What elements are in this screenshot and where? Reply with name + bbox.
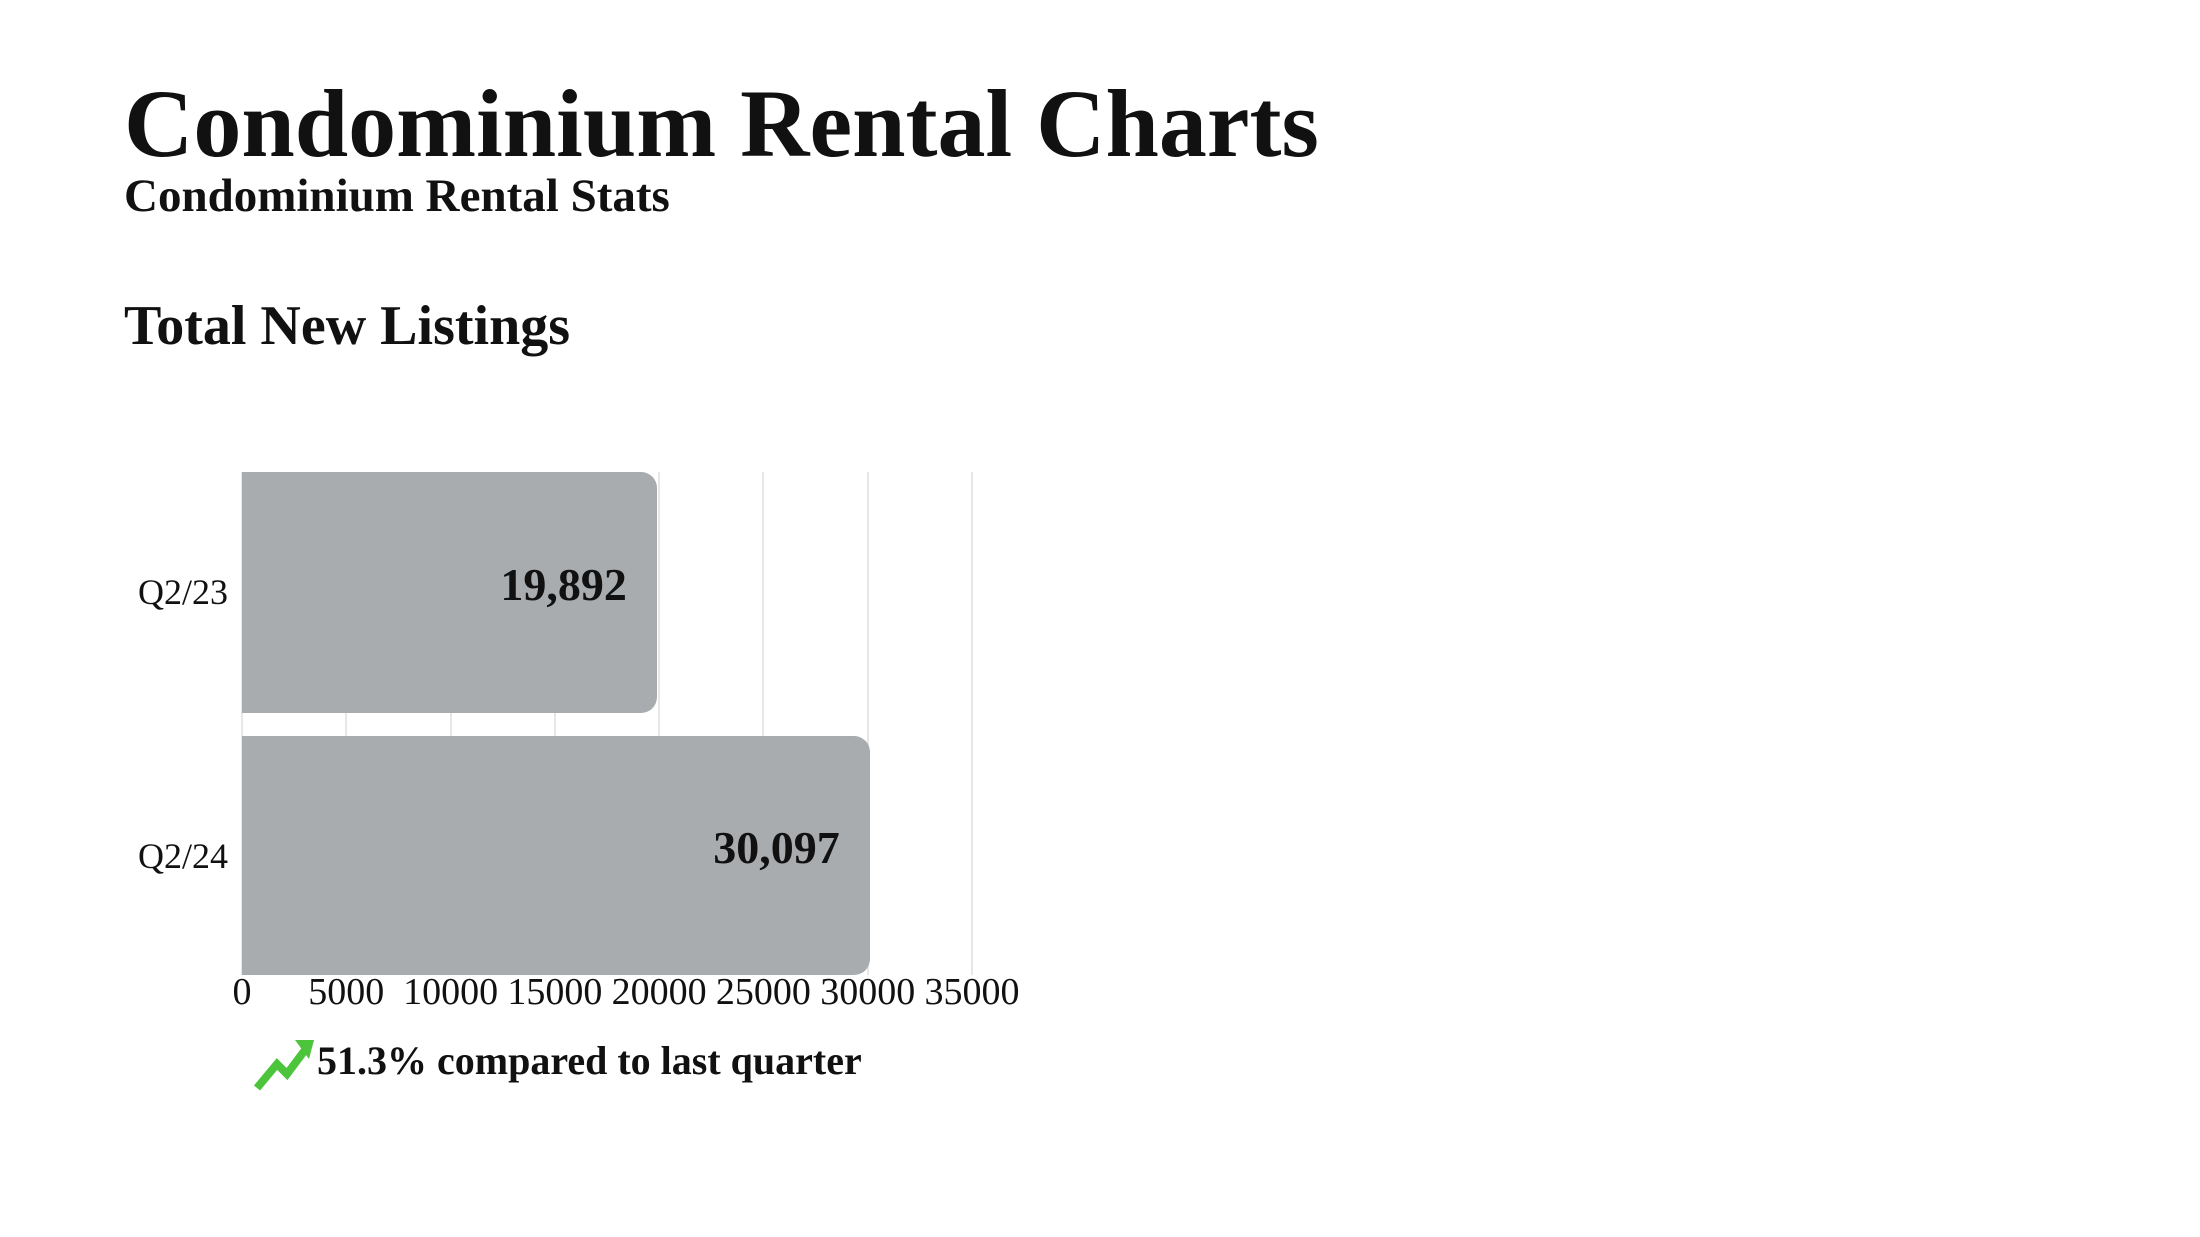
x-tick-label: 10000	[403, 971, 499, 1013]
value-label: 19,892	[500, 558, 627, 610]
x-tick-label: 20000	[611, 971, 707, 1013]
bar-q2-24: 30,097	[242, 736, 870, 975]
category-label-q2-23: Q2/23	[138, 572, 228, 612]
category-label-q2-24: Q2/24	[138, 836, 228, 876]
value-label: 30,097	[713, 821, 840, 873]
x-tick-label: 35000	[924, 971, 1020, 1013]
gridline	[762, 472, 765, 975]
trend-text: 51.3% compared to last quarter	[317, 1038, 862, 1083]
section-title: Total New Listings	[124, 295, 571, 357]
x-tick-label: 30000	[820, 971, 916, 1013]
gridlines	[241, 472, 973, 975]
bar-q2-23: 19,892	[242, 472, 657, 713]
page-title: Condominium Rental Charts	[124, 70, 1319, 177]
trending-up-icon	[253, 1040, 314, 1091]
x-axis: 0 5000 10000 15000 20000 25000 30000 35000	[233, 971, 1020, 1015]
page-subtitle: Condominium Rental Stats	[124, 170, 670, 222]
x-tick-label: 5000	[308, 971, 385, 1013]
gridline	[866, 472, 869, 975]
gridline	[553, 472, 556, 975]
plot-area: 19,892 30,097	[241, 472, 973, 975]
x-tick-label: 0	[232, 971, 252, 1013]
x-tick-label: 15000	[507, 971, 603, 1013]
gridline	[345, 472, 348, 975]
x-tick-label: 25000	[715, 971, 811, 1013]
gridline	[241, 472, 243, 975]
gridline	[971, 472, 973, 975]
gridline	[658, 472, 661, 975]
gridline	[449, 472, 452, 975]
